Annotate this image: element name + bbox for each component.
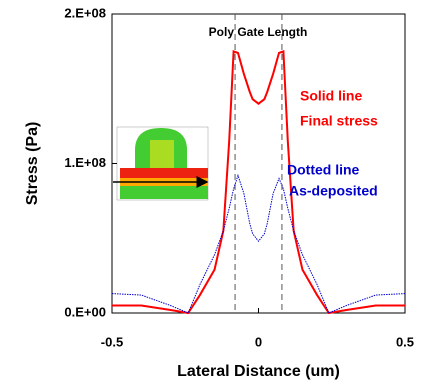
inset-image	[113, 127, 208, 200]
y-axis-label: Stress (Pa)	[24, 122, 41, 206]
annotation: Final stress	[300, 113, 378, 129]
annotation: Dotted line	[287, 162, 360, 178]
annotation: Solid line	[300, 88, 362, 104]
x-tick-label: -0.5	[101, 334, 123, 349]
annotation: Poly Gate Length	[209, 25, 308, 39]
y-tick-label: 0.E+00	[64, 304, 106, 319]
x-tick-label: 0	[255, 334, 262, 349]
x-axis-label: Lateral Distance (um)	[177, 363, 340, 380]
annotation: As-deposited	[289, 183, 378, 199]
y-tick-label: 2.E+08	[64, 5, 106, 20]
x-tick-label: 0.5	[396, 334, 414, 349]
chart: 0.E+00 1.E+08 2.E+08 -0.5 0 0.5 Lateral Distan…	[0, 0, 432, 388]
y-tick-label: 1.E+08	[64, 155, 106, 170]
